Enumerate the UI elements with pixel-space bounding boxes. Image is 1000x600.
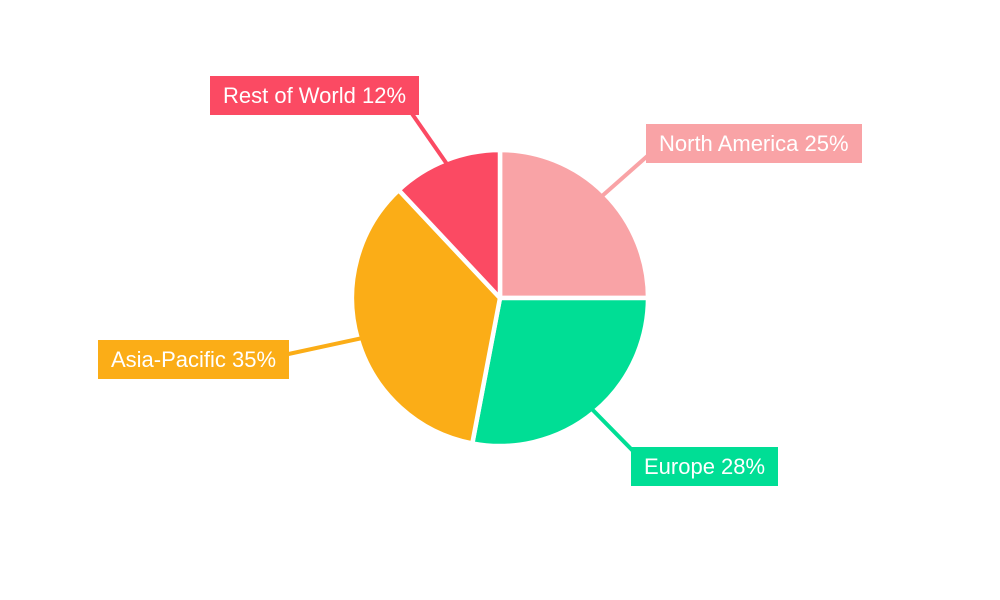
label-rest-of-world: Rest of World 12% xyxy=(210,76,420,115)
label-asia-pacific: Asia-Pacific 35% xyxy=(98,340,290,379)
leader-line-rest-of-world xyxy=(406,106,449,166)
label-europe: Europe 28% xyxy=(631,447,779,486)
pie-slice-north-america[interactable] xyxy=(497,147,651,301)
label-north-america: North America 25% xyxy=(646,124,862,163)
pie-slice-europe[interactable] xyxy=(470,295,651,449)
leader-line-north-america xyxy=(600,150,654,198)
leader-line-europe xyxy=(590,407,640,458)
